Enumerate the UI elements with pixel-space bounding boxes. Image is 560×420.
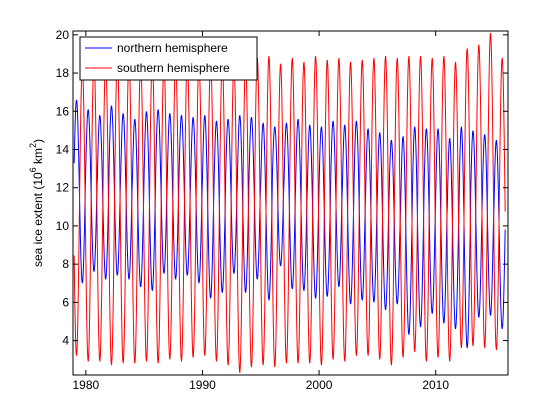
y-tick-label: 4 xyxy=(62,334,69,348)
legend: northern hemisphere southern hemisphere xyxy=(79,36,258,81)
y-axis-label-main: sea ice extent (10 xyxy=(31,172,45,267)
legend-label-southern: southern hemisphere xyxy=(117,61,230,75)
y-tick-label: 12 xyxy=(56,181,70,195)
series-line-southern xyxy=(73,33,506,373)
series-southern xyxy=(73,33,506,373)
legend-label-northern: northern hemisphere xyxy=(117,41,228,55)
y-axis-label: sea ice extent (106 km2) xyxy=(28,139,45,267)
x-tick-label: 1990 xyxy=(189,378,216,392)
y-tick-label: 18 xyxy=(56,66,70,80)
x-tick-label: 1980 xyxy=(72,378,99,392)
y-tick-label: 8 xyxy=(62,257,69,271)
y-tick-label: 6 xyxy=(62,295,69,309)
legend-box xyxy=(79,36,258,81)
ticks-layer: 4 6 8 10 12 14 16 18 20 1980 1990 2000 2010 xyxy=(56,28,508,392)
y-tick-label: 16 xyxy=(56,104,70,118)
series-layer xyxy=(73,33,506,373)
y-axis-label-unit: km xyxy=(31,148,45,167)
y-tick-label: 10 xyxy=(56,219,70,233)
y-tick-label: 20 xyxy=(56,28,70,42)
y-axis-label-close: ) xyxy=(31,139,45,143)
x-tick-label: 2010 xyxy=(422,378,449,392)
plot-frame xyxy=(72,30,509,376)
y-tick-label: 14 xyxy=(56,142,70,156)
x-tick-label: 2000 xyxy=(306,378,333,392)
y-axis-label-exp2: 2 xyxy=(28,143,38,148)
y-axis-label-exp: 6 xyxy=(28,167,38,172)
